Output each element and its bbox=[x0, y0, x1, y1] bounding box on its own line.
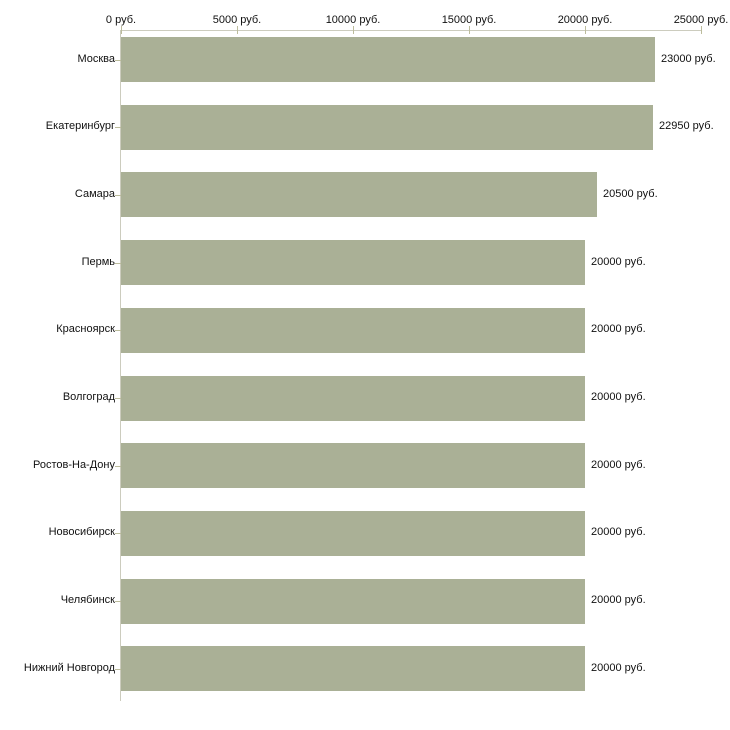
y-axis-tick bbox=[115, 669, 121, 670]
category-label: Челябинск bbox=[60, 594, 115, 606]
value-label: 20500 руб. bbox=[603, 188, 658, 200]
y-axis-tick bbox=[115, 127, 121, 128]
value-label: 20000 руб. bbox=[591, 526, 646, 538]
bar bbox=[121, 579, 585, 624]
x-axis-tick-label: 5000 руб. bbox=[212, 14, 262, 26]
x-axis-tick-label: 20000 руб. bbox=[557, 14, 613, 26]
y-axis-tick bbox=[115, 60, 121, 61]
value-label: 20000 руб. bbox=[591, 391, 646, 403]
y-axis-tick bbox=[115, 466, 121, 467]
category-label: Ростов-На-Дону bbox=[32, 459, 115, 471]
value-label: 23000 руб. bbox=[661, 53, 716, 65]
y-axis-tick bbox=[115, 398, 121, 399]
x-axis-tick bbox=[585, 26, 586, 34]
x-axis-line bbox=[121, 30, 701, 31]
category-label: Москва bbox=[77, 53, 115, 65]
y-axis-tick bbox=[115, 263, 121, 264]
bar bbox=[121, 172, 597, 217]
category-label: Самара bbox=[74, 188, 115, 200]
value-label: 20000 руб. bbox=[591, 256, 646, 268]
value-label: 20000 руб. bbox=[591, 662, 646, 674]
value-label: 20000 руб. bbox=[591, 323, 646, 335]
x-axis-tick bbox=[121, 26, 122, 34]
x-axis-tick bbox=[469, 26, 470, 34]
category-label: Пермь bbox=[81, 256, 115, 268]
x-axis-tick bbox=[353, 26, 354, 34]
bar bbox=[121, 443, 585, 488]
category-label: Нижний Новгород bbox=[23, 662, 115, 674]
x-axis-tick bbox=[237, 26, 238, 34]
bar bbox=[121, 240, 585, 285]
x-axis-tick-label: 15000 руб. bbox=[441, 14, 497, 26]
bar bbox=[121, 308, 585, 353]
bar bbox=[121, 105, 653, 150]
category-label: Екатеринбург bbox=[45, 120, 115, 132]
y-axis-tick bbox=[115, 601, 121, 602]
bar bbox=[121, 37, 655, 82]
y-axis-tick bbox=[115, 533, 121, 534]
y-axis-tick bbox=[115, 330, 121, 331]
category-label: Новосибирск bbox=[48, 526, 115, 538]
x-axis-tick bbox=[701, 26, 702, 34]
category-label: Волгоград bbox=[62, 391, 115, 403]
bar bbox=[121, 646, 585, 691]
y-axis-line bbox=[120, 30, 121, 701]
y-axis-tick bbox=[115, 195, 121, 196]
value-label: 20000 руб. bbox=[591, 459, 646, 471]
value-label: 20000 руб. bbox=[591, 594, 646, 606]
x-axis-tick-label: 0 руб. bbox=[105, 14, 137, 26]
x-axis-tick-label: 10000 руб. bbox=[325, 14, 381, 26]
bar bbox=[121, 376, 585, 421]
value-label: 22950 руб. bbox=[659, 120, 714, 132]
x-axis-tick-label: 25000 руб. bbox=[673, 14, 729, 26]
category-label: Красноярск bbox=[56, 323, 115, 335]
bar bbox=[121, 511, 585, 556]
